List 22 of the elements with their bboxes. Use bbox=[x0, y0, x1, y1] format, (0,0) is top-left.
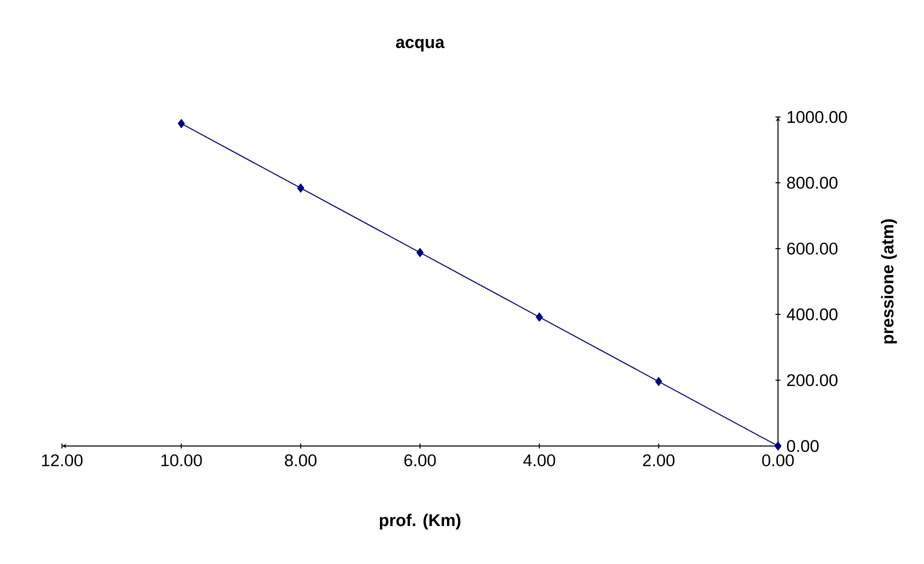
point bbox=[655, 377, 662, 386]
x-tick-label: 6.00 bbox=[404, 454, 436, 466]
y-tick-label: 1000.00 bbox=[788, 110, 847, 123]
y-axis-title: pressione (atm) bbox=[881, 219, 897, 344]
point bbox=[178, 119, 185, 128]
y-tick-label: 200.00 bbox=[787, 374, 838, 386]
point bbox=[416, 248, 424, 258]
y-tick-label: 800.00 bbox=[787, 176, 838, 189]
x-tick-label: 0.00 bbox=[762, 454, 794, 466]
chart-title: acqua bbox=[396, 38, 445, 52]
x-tick-label: 8.00 bbox=[284, 454, 316, 466]
y-tick-label: 0.00 bbox=[787, 440, 819, 452]
y-tick-label: 400.00 bbox=[786, 308, 838, 320]
point bbox=[774, 441, 782, 450]
x-tick-label: 2.00 bbox=[643, 454, 674, 466]
point bbox=[536, 312, 543, 322]
x-tick-label: 4.00 bbox=[523, 454, 556, 466]
x-tick-label: 10.00 bbox=[161, 454, 202, 466]
x-tick-label: 12.00 bbox=[42, 454, 83, 466]
x-axis-title: prof. (Km) bbox=[380, 514, 460, 530]
y-tick-label: 600.00 bbox=[787, 242, 838, 255]
point bbox=[297, 184, 304, 193]
